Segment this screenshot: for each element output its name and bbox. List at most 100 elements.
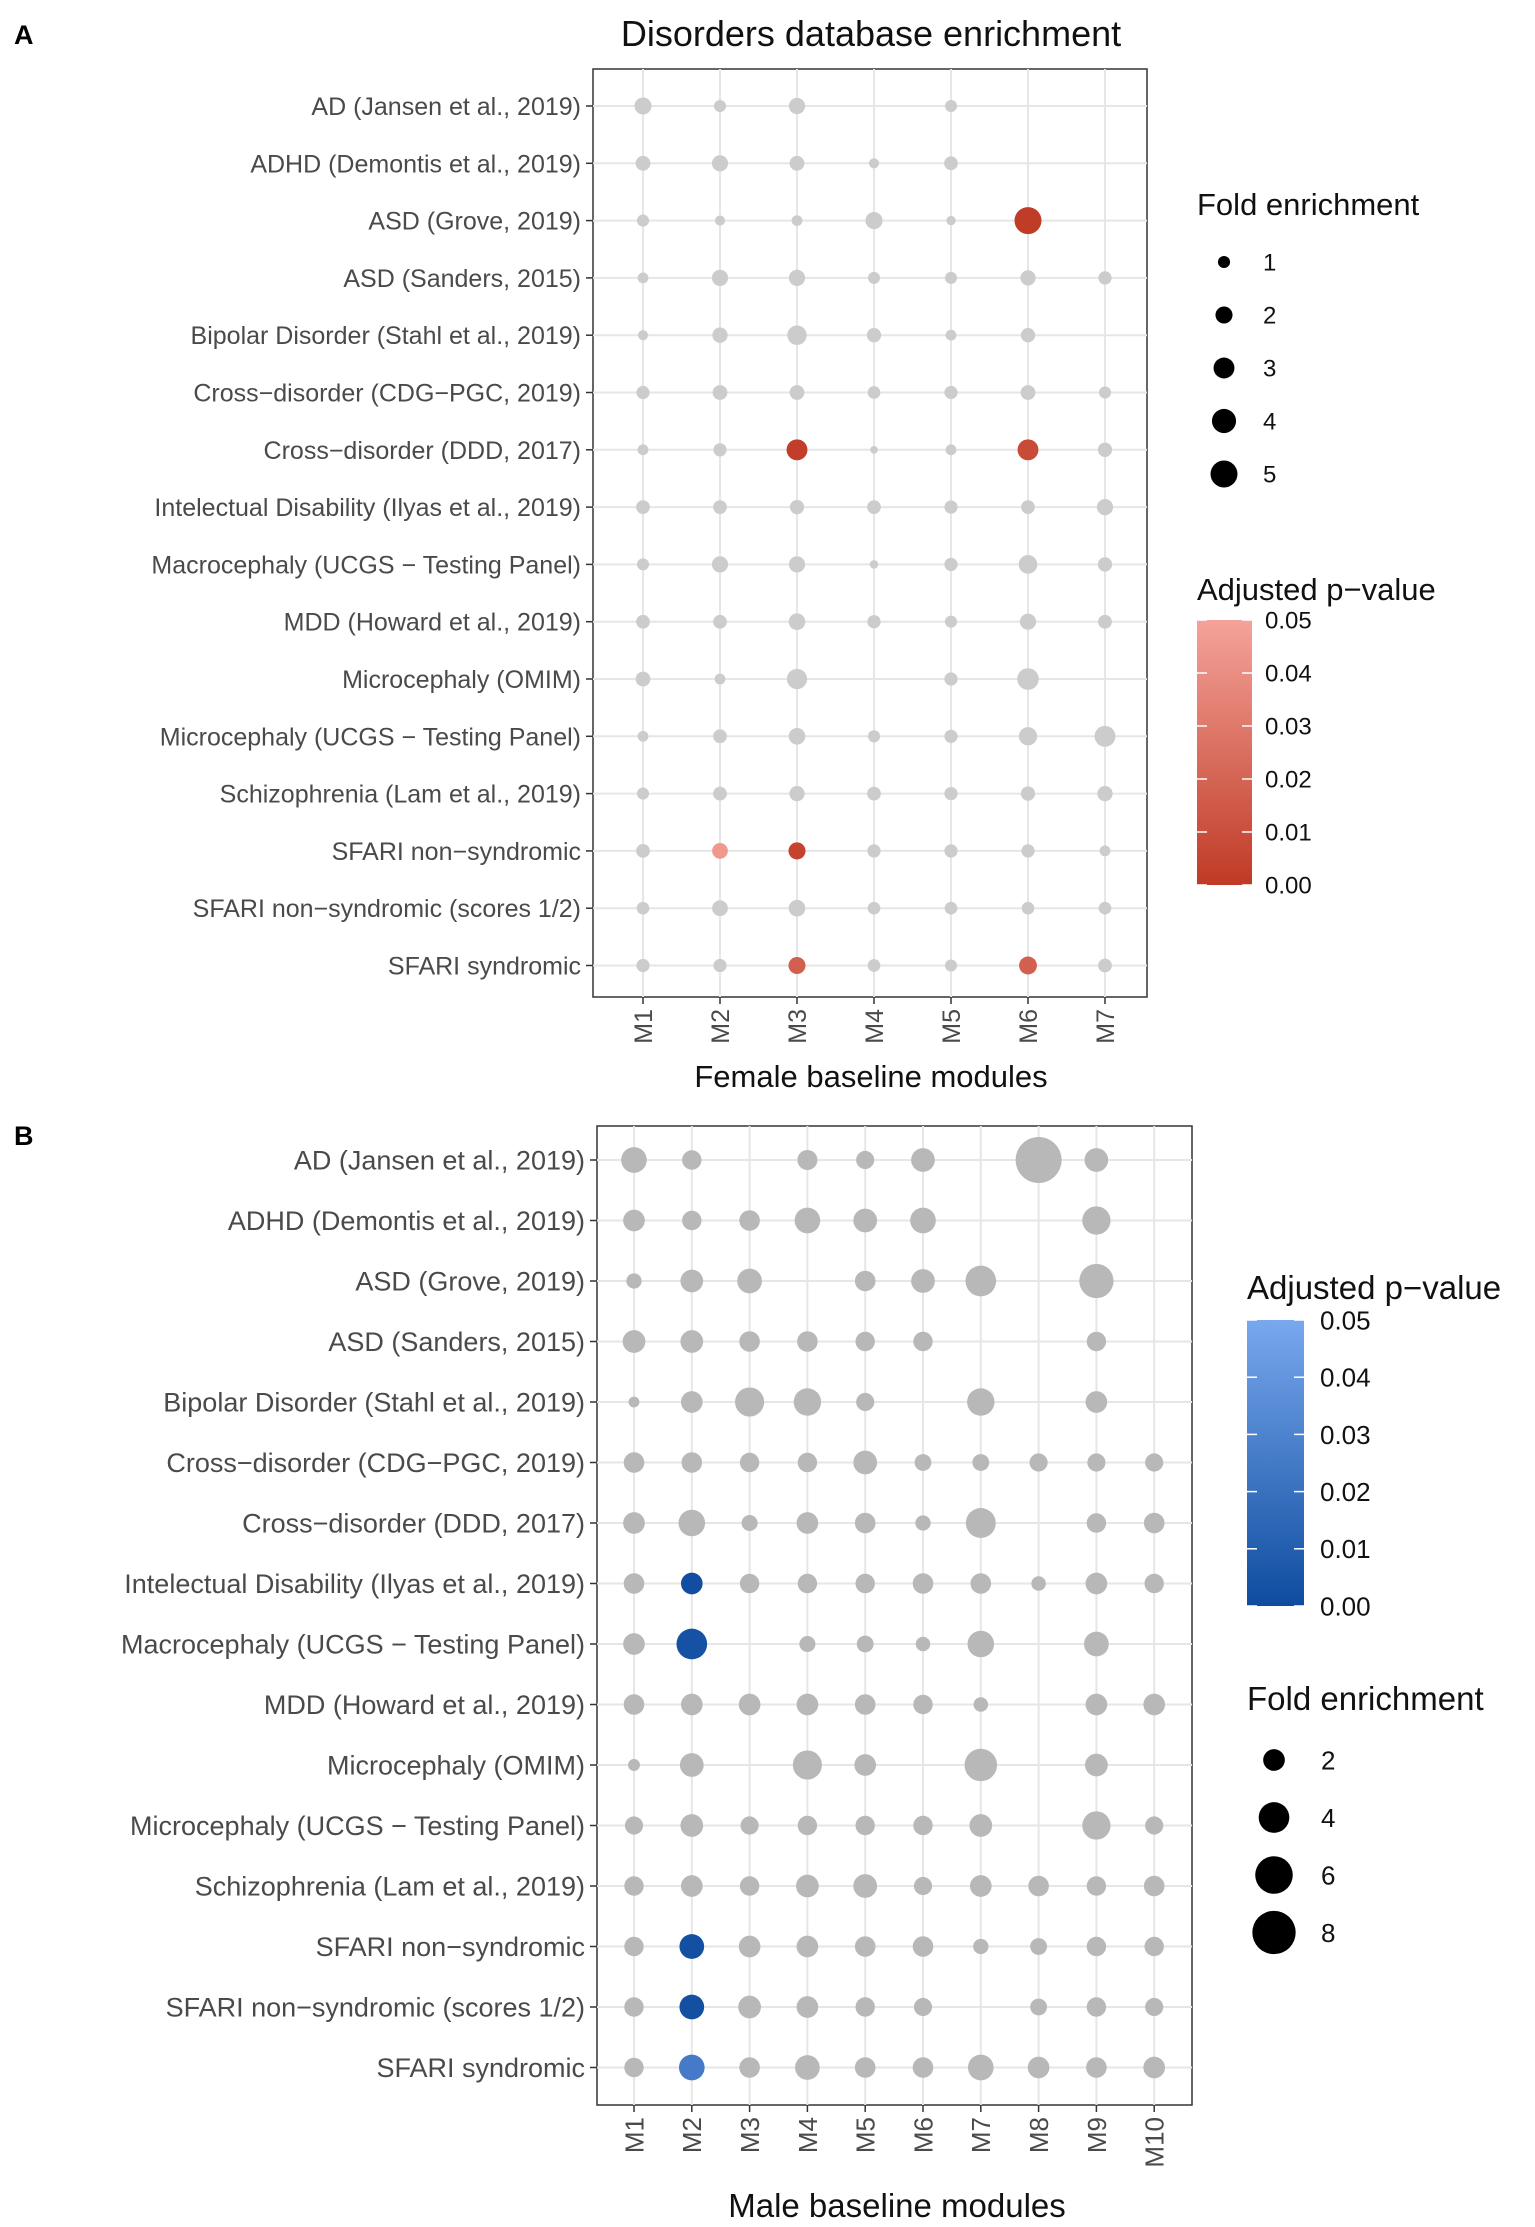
data-point-significant: [678, 2054, 705, 2081]
data-point: [623, 1694, 645, 1715]
data-point: [635, 671, 651, 687]
data-point: [1086, 1997, 1107, 2017]
data-point: [969, 1814, 993, 1837]
data-point: [856, 1150, 875, 1170]
data-point: [788, 899, 806, 917]
data-point: [789, 499, 805, 515]
data-point: [738, 1693, 761, 1716]
data-point: [1098, 958, 1112, 973]
panel-b: B AD (Jansen et al., 2019) ADHD (Demontis…: [14, 1121, 1501, 2224]
data-point-significant: [680, 1572, 703, 1595]
colorbar-tick-label: 0.03: [1265, 714, 1312, 741]
y-tick-label: Microcephaly (UCGS − Testing Panel): [130, 1811, 585, 1841]
data-point: [788, 556, 806, 573]
data-point: [622, 1330, 646, 1353]
y-tick-label: Schizophrenia (Lam et al., 2019): [195, 1872, 585, 1902]
data-point: [626, 1273, 642, 1289]
data-point: [636, 844, 650, 858]
data-point: [1098, 901, 1112, 915]
data-point: [1097, 557, 1113, 572]
data-point: [797, 1452, 818, 1473]
panel-a-size-legend-title: Fold enrichment: [1197, 187, 1420, 222]
size-legend-key: [1252, 1910, 1296, 1955]
data-point: [1030, 1938, 1047, 1955]
data-point: [797, 1815, 818, 1836]
data-point: [944, 844, 958, 858]
x-tick-label: M4: [793, 2117, 823, 2153]
x-tick-label: M6: [908, 2117, 938, 2153]
y-tick-label: SFARI non−syndromic (scores 1/2): [166, 1993, 585, 2023]
data-point: [867, 901, 881, 915]
data-point: [1020, 270, 1036, 286]
size-legend-label: 2: [1321, 1745, 1335, 1775]
size-legend-key: [1217, 255, 1231, 269]
data-point: [1029, 1453, 1048, 1472]
data-point: [739, 1876, 760, 1896]
panel-a-colorbar-ticks: 0.05 0.04 0.03 0.02 0.01 0.00: [1197, 608, 1312, 900]
data-point: [636, 958, 650, 973]
data-point: [855, 1997, 875, 2017]
panel-b-color-legend-title: Adjusted p−value: [1247, 1269, 1501, 1306]
data-point: [713, 443, 727, 457]
data-point: [624, 2057, 644, 2078]
data-point: [1096, 499, 1114, 516]
data-point: [738, 1995, 761, 2019]
data-point: [714, 673, 726, 685]
data-point: [1084, 1631, 1109, 1657]
data-point: [944, 672, 958, 686]
colorbar-tick-label: 0.01: [1320, 1534, 1371, 1564]
data-point: [946, 215, 956, 226]
data-point: [964, 1748, 998, 1782]
data-point: [711, 155, 729, 172]
size-legend-label: 6: [1321, 1860, 1335, 1890]
data-point: [967, 1388, 995, 1416]
data-point: [1021, 844, 1035, 858]
size-legend-key: [1211, 408, 1237, 434]
panel-a-letter: A: [14, 20, 34, 50]
data-point: [636, 901, 650, 915]
data-point: [854, 2057, 876, 2078]
data-point: [967, 1630, 995, 1658]
data-point: [1143, 1512, 1165, 1534]
y-tick-label: Macrocephaly (UCGS − Testing Panel): [151, 551, 581, 579]
data-point: [1086, 1936, 1107, 1957]
chart-title: Disorders database enrichment: [621, 13, 1121, 54]
data-point: [867, 500, 881, 514]
x-tick-label: M1: [630, 1009, 658, 1044]
data-point: [855, 1331, 875, 1352]
data-point: [738, 1935, 761, 1958]
panel-a-plot-area: [592, 68, 1148, 998]
data-point: [796, 1996, 819, 2018]
x-tick-label: M3: [735, 2117, 765, 2153]
data-point: [713, 500, 727, 514]
panel-b-x-axis-title: Male baseline modules: [728, 2187, 1066, 2224]
data-point-significant: [1014, 207, 1042, 235]
x-tick-label: M2: [707, 1009, 735, 1044]
data-point: [1085, 1753, 1108, 1777]
colorbar-tick-label: 0.03: [1320, 1420, 1371, 1450]
data-point: [789, 155, 805, 171]
data-point: [1098, 614, 1112, 629]
y-tick-label: SFARI syndromic: [388, 953, 581, 981]
size-legend-key: [1263, 1749, 1285, 1771]
data-point: [856, 1635, 874, 1653]
data-point: [713, 786, 727, 801]
data-point: [1145, 1816, 1164, 1835]
x-tick-label: M3: [784, 1009, 812, 1044]
data-point: [624, 1997, 644, 2017]
data-point: [911, 1148, 935, 1172]
data-point: [637, 444, 649, 456]
data-point: [965, 1508, 996, 1538]
data-point: [944, 156, 958, 171]
data-point: [911, 1269, 935, 1293]
data-point: [623, 1573, 645, 1594]
y-tick-label: ASD (Sanders, 2015): [328, 1327, 585, 1357]
data-point: [1019, 613, 1037, 630]
data-point: [853, 1208, 878, 1233]
data-point: [682, 1150, 702, 1170]
data-point: [944, 271, 958, 284]
y-tick-label: ADHD (Demontis et al., 2019): [228, 1206, 585, 1236]
data-point: [1084, 1148, 1109, 1172]
data-point: [711, 556, 729, 573]
